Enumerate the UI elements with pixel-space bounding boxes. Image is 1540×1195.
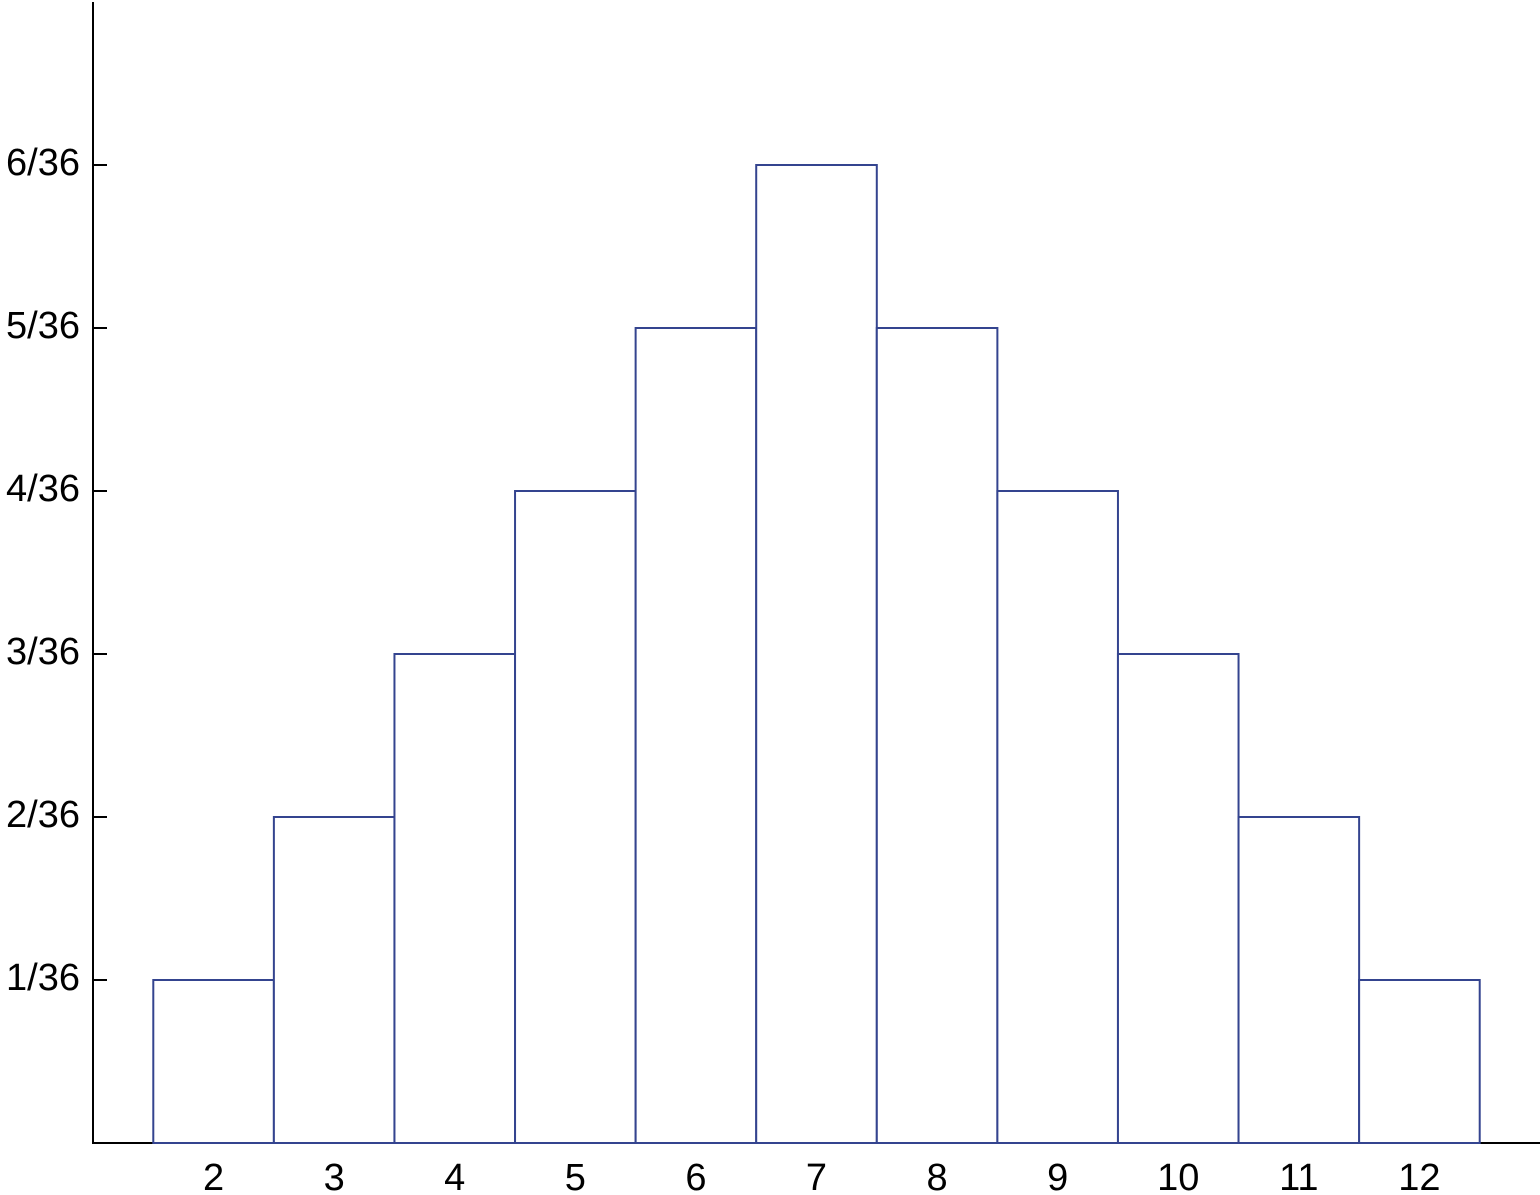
x-tick-label: 3 xyxy=(324,1157,345,1195)
x-tick-label: 10 xyxy=(1157,1157,1199,1195)
y-tick-label: 2/36 xyxy=(6,794,80,836)
bar xyxy=(152,979,275,1144)
x-tick-label: 7 xyxy=(806,1157,827,1195)
bar xyxy=(996,490,1119,1144)
bar xyxy=(875,327,999,1144)
x-tick-label: 2 xyxy=(203,1157,224,1195)
x-tick-label: 5 xyxy=(565,1157,586,1195)
bar xyxy=(1358,979,1481,1144)
bar xyxy=(1116,653,1240,1144)
y-tick-label: 4/36 xyxy=(6,468,80,510)
bar xyxy=(272,816,396,1144)
y-tick-label: 3/36 xyxy=(6,631,80,673)
bar xyxy=(1237,816,1361,1144)
y-tick-label: 1/36 xyxy=(6,957,80,999)
x-tick-label: 12 xyxy=(1398,1157,1440,1195)
y-tick-label: 6/36 xyxy=(6,142,80,184)
bar xyxy=(634,327,758,1144)
x-tick-label: 8 xyxy=(927,1157,948,1195)
x-tick-label: 6 xyxy=(685,1157,706,1195)
x-tick-label: 11 xyxy=(1279,1157,1318,1195)
y-tick-label: 5/36 xyxy=(6,305,80,347)
bar xyxy=(514,490,637,1144)
x-tick-label: 9 xyxy=(1047,1157,1068,1195)
x-tick-label: 4 xyxy=(444,1157,465,1195)
bar xyxy=(755,164,878,1144)
bar xyxy=(393,653,517,1144)
